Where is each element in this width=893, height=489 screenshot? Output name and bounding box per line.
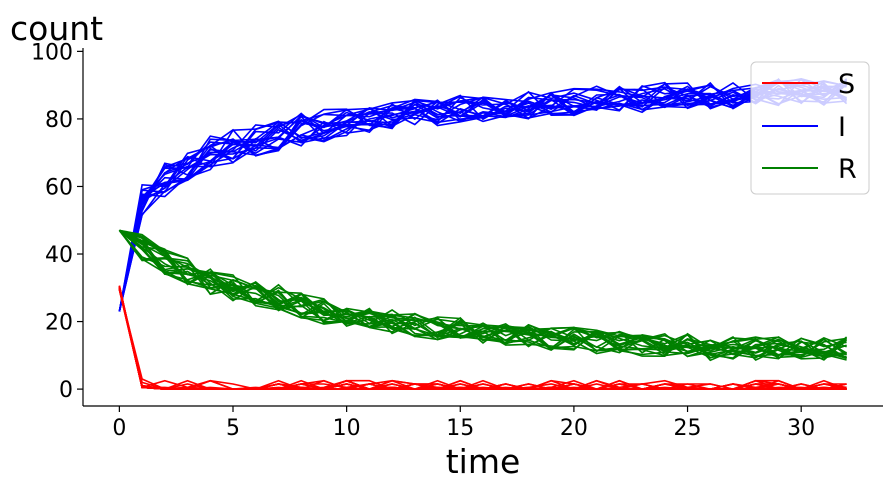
x-tick-label: 25 <box>674 416 702 441</box>
x-tick-label: 15 <box>446 416 474 441</box>
run-line-r <box>118 229 848 358</box>
run-line-r <box>119 229 848 362</box>
run-line-i <box>118 88 847 312</box>
x-axis-label: time <box>446 442 521 481</box>
run-line-i <box>118 78 848 312</box>
run-line-i <box>118 85 848 312</box>
x-tick-label: 30 <box>787 416 815 441</box>
legend-label-s: S <box>838 69 855 100</box>
run-line-i <box>118 80 847 312</box>
series-s <box>118 285 847 390</box>
y-tick-label: 60 <box>45 175 73 200</box>
run-line-i <box>118 80 847 312</box>
legend-box <box>750 61 870 195</box>
x-tick-label: 5 <box>226 416 240 441</box>
y-axis-label: count <box>10 9 103 48</box>
y-ticks: 0 20 40 60 80 100 <box>31 40 83 403</box>
run-line-i <box>118 88 847 312</box>
run-line-r <box>119 229 848 361</box>
run-line-s <box>118 288 847 390</box>
y-tick-label: 0 <box>59 378 73 403</box>
y-tick-label: 80 <box>45 108 73 133</box>
series-r <box>118 229 848 362</box>
legend-label-i: I <box>838 112 846 143</box>
legend-label-r: R <box>838 154 857 185</box>
y-tick-label: 20 <box>45 311 73 336</box>
run-line-i <box>118 78 847 312</box>
run-line-r <box>118 229 847 359</box>
run-line-i <box>118 82 848 312</box>
x-tick-label: 0 <box>112 416 126 441</box>
legend: S I R <box>750 61 870 195</box>
run-line-i <box>118 77 848 312</box>
series-i <box>118 77 848 312</box>
x-ticks: 0 5 10 15 20 25 30 <box>112 406 815 441</box>
series-lines <box>118 77 848 390</box>
y-tick-label: 100 <box>31 40 73 65</box>
x-tick-label: 10 <box>333 416 361 441</box>
x-tick-label: 20 <box>560 416 588 441</box>
y-tick-label: 40 <box>45 243 73 268</box>
